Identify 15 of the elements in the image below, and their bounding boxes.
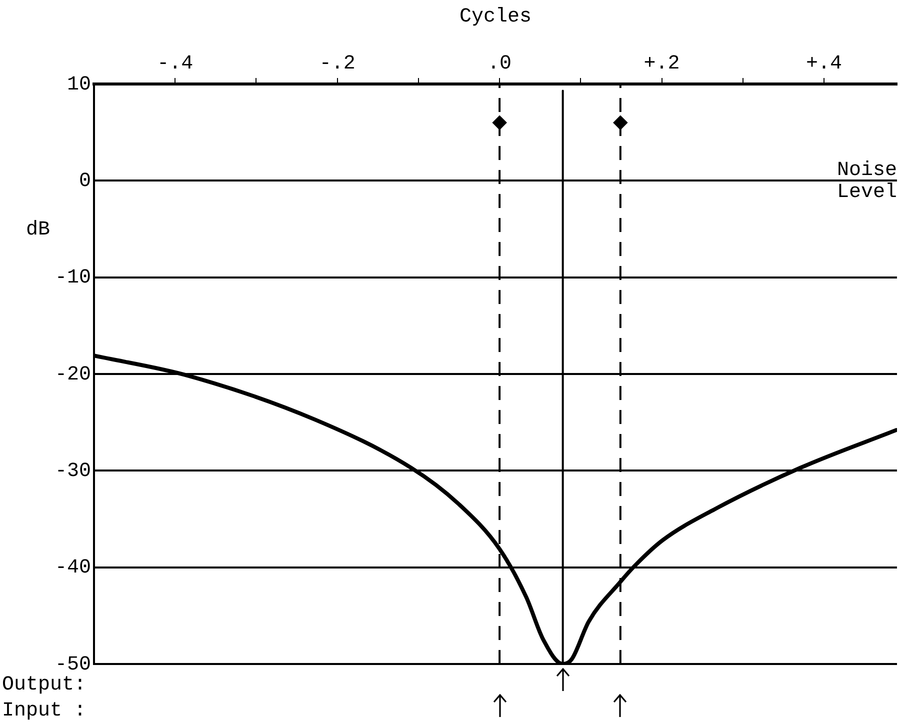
y-tick-label: -10 [54, 266, 91, 290]
y-axis-title: dB [26, 218, 50, 242]
y-tick-label: 10 [66, 73, 91, 96]
y-tick-label: 0 [78, 170, 91, 193]
x-tick-label: .0 [488, 52, 512, 76]
annotation: Noise Level [836, 158, 897, 204]
x-axis-title: Cycles [459, 5, 532, 28]
y-tick-label: -20 [54, 363, 91, 386]
y-tick-label: -40 [54, 556, 91, 580]
y-tick-label: -30 [54, 460, 91, 483]
x-tick-label: -.2 [319, 52, 356, 76]
x-tick-label: +.4 [806, 52, 842, 76]
x-tick-label: -.4 [157, 52, 194, 76]
text: Input : [2, 699, 86, 722]
x-tick-label: +.2 [644, 52, 680, 76]
